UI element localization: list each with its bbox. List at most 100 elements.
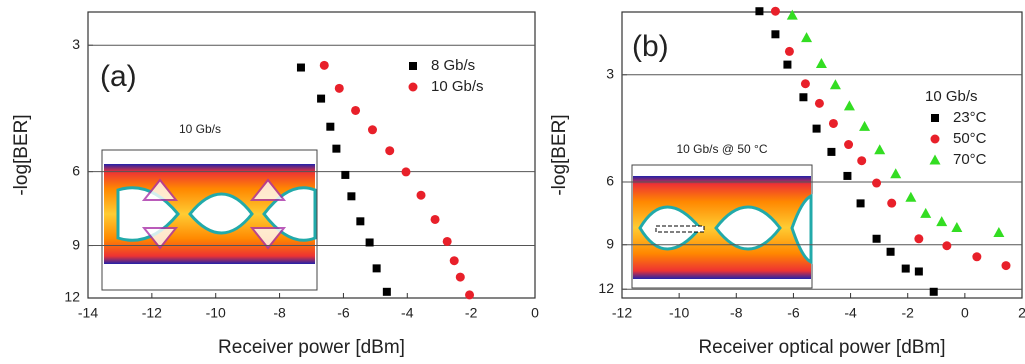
data-point [443,237,452,246]
data-point [297,64,305,72]
data-point [368,125,377,134]
data-point [830,79,841,89]
data-point [347,192,355,200]
x-tick-label: 0 [531,305,539,321]
x-tick-label: -10 [669,305,689,321]
legend-marker [930,155,941,165]
data-point [902,265,910,273]
data-point [815,99,824,108]
data-point [799,93,807,101]
figure: 10 Gb/s 10 Gb/s @ 50 °C 36912-14-12-10-8… [0,0,1025,364]
x-tick-label: -6 [337,305,350,321]
data-point [813,125,821,133]
data-point [431,215,440,224]
data-point [873,235,881,243]
eye-diagram-inset: 10 Gb/s @ 50 °C [632,142,812,288]
x-axis-title: Receiver optical power [dBm] [698,337,945,358]
y-tick-label: 3 [606,65,614,81]
x-tick-label: -6 [787,305,800,321]
data-point [783,61,791,69]
data-point [874,144,885,154]
panel-label: (a) [100,60,137,93]
data-point [844,100,855,110]
data-point [936,216,947,226]
legend-label: 8 Gb/s [431,57,475,74]
eye-diagram-inset: 10 Gb/s [102,122,317,290]
legend-title: 10 Gb/s [925,88,978,105]
data-point [317,95,325,103]
data-point [755,7,763,15]
data-point [915,267,923,275]
data-point [859,121,870,131]
data-point [920,208,931,218]
x-tick-label: -12 [142,305,162,321]
legend-label: 70°C [953,151,987,168]
y-tick-label: 6 [72,162,80,178]
legend-marker [409,83,418,92]
data-point [887,248,895,256]
data-point [341,171,349,179]
x-tick-label: 2 [1018,305,1025,321]
x-tick-label: 0 [961,305,969,321]
inset-label: 10 Gb/s [179,122,221,136]
legend-label: 10 Gb/s [431,78,484,95]
legend-label: 23°C [953,109,987,126]
data-point [942,241,951,250]
data-point [951,222,962,232]
data-point [914,234,923,243]
data-point [326,123,334,131]
y-tick-label: 12 [64,289,80,305]
data-point [872,179,881,188]
data-point [801,79,810,88]
data-point [857,156,866,165]
data-point [456,273,465,282]
data-point [816,58,827,68]
data-point [383,288,391,296]
y-tick-label: 6 [606,173,614,189]
data-point [785,47,794,56]
y-axis-title: -log[BER] [549,114,570,195]
legend-marker [931,114,939,122]
data-point [366,238,374,246]
x-tick-label: -8 [730,305,743,321]
x-tick-label: -8 [273,305,286,321]
data-point [335,84,344,93]
data-point [373,264,381,272]
data-point [351,106,360,115]
x-tick-label: -10 [206,305,226,321]
data-point [801,32,812,42]
data-point [771,7,780,16]
data-point [465,290,474,299]
data-point [827,148,835,156]
data-point [320,61,329,70]
x-tick-label: -12 [612,305,632,321]
data-point [887,199,896,208]
y-tick-label: 9 [606,235,614,251]
x-tick-label: -2 [465,305,478,321]
inset-label: 10 Gb/s @ 50 °C [676,142,767,156]
data-point [843,172,851,180]
legend-marker [931,135,940,144]
data-point [771,30,779,38]
legend-marker [409,62,417,70]
data-point [905,192,916,202]
panel-label: (b) [632,30,669,63]
y-tick-label: 12 [598,280,614,296]
data-point [787,10,798,20]
data-point [450,256,459,265]
data-point [844,140,853,149]
x-axis-title: Receiver power [dBm] [218,337,405,358]
x-tick-label: -14 [78,305,98,321]
y-axis-title: -log[BER] [11,114,32,195]
data-point [385,146,394,155]
legend-label: 50°C [953,130,987,147]
y-tick-label: 3 [72,36,80,52]
data-point [332,145,340,153]
data-point [857,199,865,207]
data-point [993,227,1004,237]
data-point [402,167,411,176]
data-point [417,191,426,200]
data-point [972,252,981,261]
y-tick-label: 9 [72,236,80,252]
data-point [1002,261,1011,270]
